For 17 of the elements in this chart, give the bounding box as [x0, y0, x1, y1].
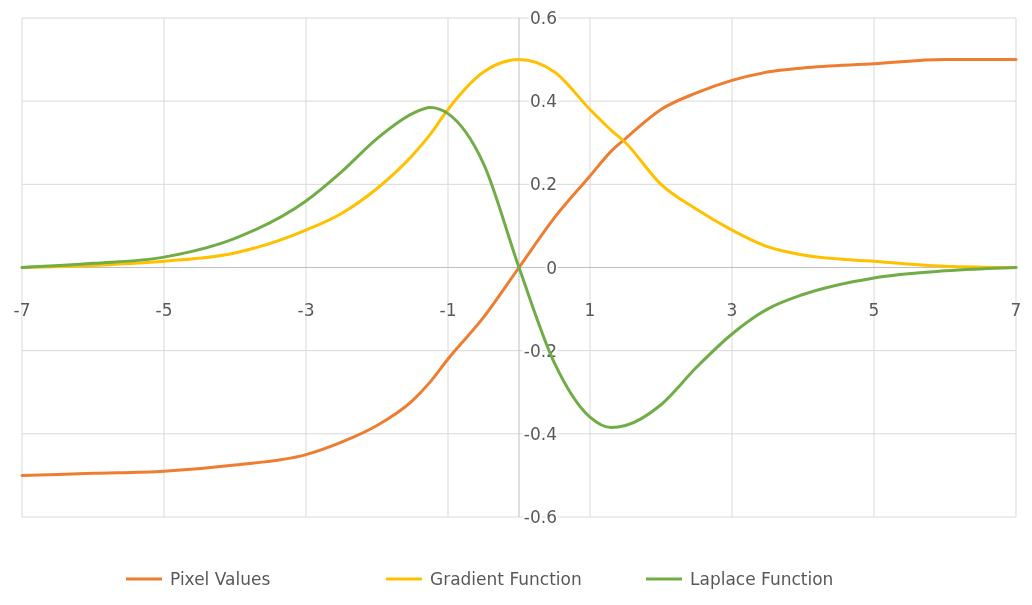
x-tick-label: 7	[1010, 299, 1022, 320]
x-tick-label: 3	[726, 299, 738, 320]
x-tick-label: -7	[13, 299, 31, 320]
x-tick-label: 1	[584, 299, 596, 320]
x-tick-label: -5	[155, 299, 173, 320]
y-tick-label: 0.6	[529, 8, 557, 28]
x-tick-label: -3	[297, 299, 315, 320]
y-tick-label: 0.4	[529, 91, 557, 112]
y-tick-label: -0.4	[523, 423, 557, 444]
y-tick-label: 0.2	[529, 174, 557, 195]
legend-label: Pixel Values	[170, 569, 271, 589]
x-tick-label: -1	[439, 299, 457, 320]
x-tick-label: 5	[868, 299, 880, 320]
legend-label: Laplace Function	[690, 569, 834, 589]
y-tick-label: -0.6	[523, 507, 557, 527]
y-tick-label: 0	[546, 257, 557, 278]
legend-label: Gradient Function	[430, 569, 582, 589]
